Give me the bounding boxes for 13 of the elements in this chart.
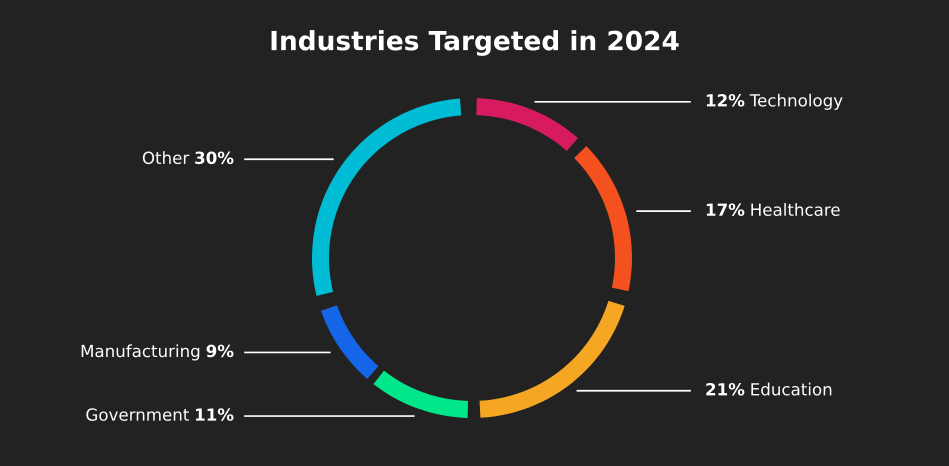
data-label: 11% xyxy=(196,408,234,421)
data-label: 17% xyxy=(706,203,744,216)
slice-label: Technology xyxy=(750,94,843,110)
slice-label: Healthcare xyxy=(751,203,840,216)
slice-label: Government xyxy=(86,408,189,421)
data-label: 30% xyxy=(195,151,234,164)
slice-label: Manufacturing xyxy=(82,344,200,360)
slice-label: Education xyxy=(751,382,832,396)
data-label: 21% xyxy=(706,382,744,396)
data-label: 9% xyxy=(206,344,234,358)
data-label: 12% xyxy=(706,94,744,107)
slice-label: Other xyxy=(142,151,190,164)
chart-title: Industries Targeted in 2024 xyxy=(272,30,679,56)
